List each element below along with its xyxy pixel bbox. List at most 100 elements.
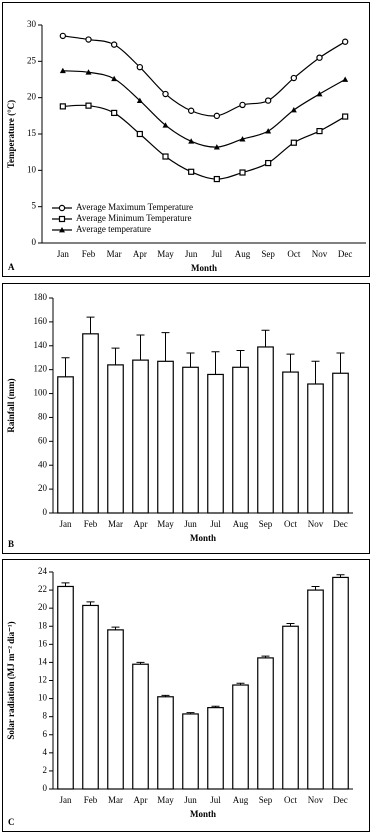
bar (157, 360, 174, 514)
bar (57, 376, 74, 514)
x-tick-label: Apr (134, 519, 148, 529)
y-tick-label: 10 (38, 693, 48, 703)
error-bar (161, 694, 170, 697)
x-tick-label: Oct (284, 795, 297, 805)
error-bar (336, 352, 345, 374)
y-tick-label: 10 (27, 164, 37, 174)
marker (316, 54, 323, 61)
marker (162, 153, 169, 160)
bar (232, 366, 249, 514)
x-tick-label: Nov (308, 519, 324, 529)
x-tick-label: Jul (210, 795, 221, 805)
bar (257, 346, 274, 514)
legend-label: Average Maximum Temperature (76, 202, 193, 212)
y-tick-label: 20 (27, 92, 37, 102)
marker (188, 138, 195, 144)
x-tick-label: Jan (60, 519, 72, 529)
marker (58, 215, 66, 223)
marker (136, 63, 144, 71)
legend-label: Average temperature (76, 224, 151, 234)
y-tick-label: 25 (27, 55, 37, 65)
x-axis-label: Month (190, 809, 216, 819)
y-tick-label: 12 (38, 675, 47, 685)
error-bar (261, 329, 270, 347)
bar (82, 604, 99, 790)
y-tick-label: 30 (27, 19, 37, 29)
marker (85, 69, 92, 75)
error-bar (236, 682, 245, 686)
x-tick-label: Sep (259, 795, 273, 805)
panel-frame (2, 2, 370, 277)
x-tick-label: Jul (212, 249, 223, 259)
y-tick-label: 140 (34, 340, 48, 350)
y-tick-label: 160 (34, 316, 48, 326)
error-bar (236, 350, 245, 368)
bar (182, 366, 199, 514)
bar (132, 663, 149, 790)
marker (188, 168, 195, 175)
marker (213, 175, 220, 183)
x-tick-label: Jun (184, 795, 197, 805)
bar (307, 589, 324, 790)
marker (58, 204, 66, 212)
x-axis-label: Month (190, 533, 216, 543)
panel-label: B (8, 539, 14, 549)
error-bar (86, 601, 95, 606)
marker (59, 103, 66, 110)
x-tick-label: Dec (333, 795, 348, 805)
marker (264, 97, 272, 104)
error-bar (111, 347, 120, 365)
x-tick-label: Apr (133, 249, 147, 259)
y-axis-label: Solar radiation (MJ m⁻² dia⁻¹) (6, 621, 16, 739)
bar (132, 359, 149, 514)
bar (332, 372, 349, 514)
marker (213, 144, 220, 150)
x-tick-label: Oct (287, 249, 300, 259)
x-tick-label: May (157, 795, 174, 805)
x-tick-label: Aug (235, 249, 251, 259)
error-bar (211, 705, 220, 708)
marker (59, 67, 66, 74)
x-tick-label: Jun (185, 249, 198, 259)
marker (85, 102, 92, 109)
x-tick-label: Feb (84, 519, 98, 529)
x-tick-label: Apr (134, 795, 148, 805)
panel-label: C (8, 817, 15, 827)
marker (290, 74, 298, 82)
series-line (62, 104, 346, 180)
marker (213, 112, 221, 120)
error-bar (336, 574, 345, 578)
bar (332, 576, 349, 790)
marker (187, 107, 195, 114)
marker (341, 38, 349, 45)
y-tick-label: 6 (43, 729, 48, 739)
error-bar (161, 332, 170, 362)
y-tick-label: 0 (43, 507, 48, 517)
error-bar (311, 360, 320, 384)
x-tick-label: Mar (108, 795, 123, 805)
error-bar (61, 357, 70, 377)
x-tick-label: Oct (284, 519, 297, 529)
y-tick-label: 14 (38, 656, 48, 666)
bar (182, 713, 199, 790)
x-tick-label: Sep (261, 249, 275, 259)
y-tick-label: 8 (43, 711, 48, 721)
bar (107, 629, 124, 790)
legend-label: Average Minimum Temperature (76, 213, 192, 223)
marker (342, 76, 349, 82)
y-tick-label: 100 (34, 388, 48, 398)
x-tick-label: Mar (108, 519, 123, 529)
y-tick-label: 16 (38, 638, 48, 648)
x-tick-label: Nov (312, 249, 328, 259)
error-bar (86, 316, 95, 334)
y-tick-label: 60 (38, 435, 48, 445)
series-line (62, 70, 346, 148)
panel-frame (2, 559, 370, 832)
x-tick-label: Jan (60, 795, 72, 805)
marker (111, 109, 118, 117)
marker (136, 130, 143, 138)
bar (82, 333, 99, 514)
marker (59, 227, 65, 233)
error-bar (286, 623, 295, 627)
